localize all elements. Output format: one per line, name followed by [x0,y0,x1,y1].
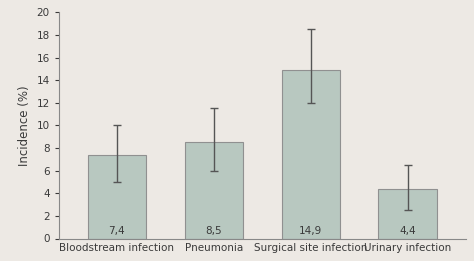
Text: 4,4: 4,4 [399,226,416,236]
Text: 14,9: 14,9 [299,226,322,236]
Bar [378,189,437,239]
Bar [282,70,340,239]
Bar [185,143,243,239]
Text: 7,4: 7,4 [109,226,125,236]
Text: 8,5: 8,5 [205,226,222,236]
Y-axis label: Incidence (%): Incidence (%) [18,85,31,166]
Bar [88,155,146,239]
